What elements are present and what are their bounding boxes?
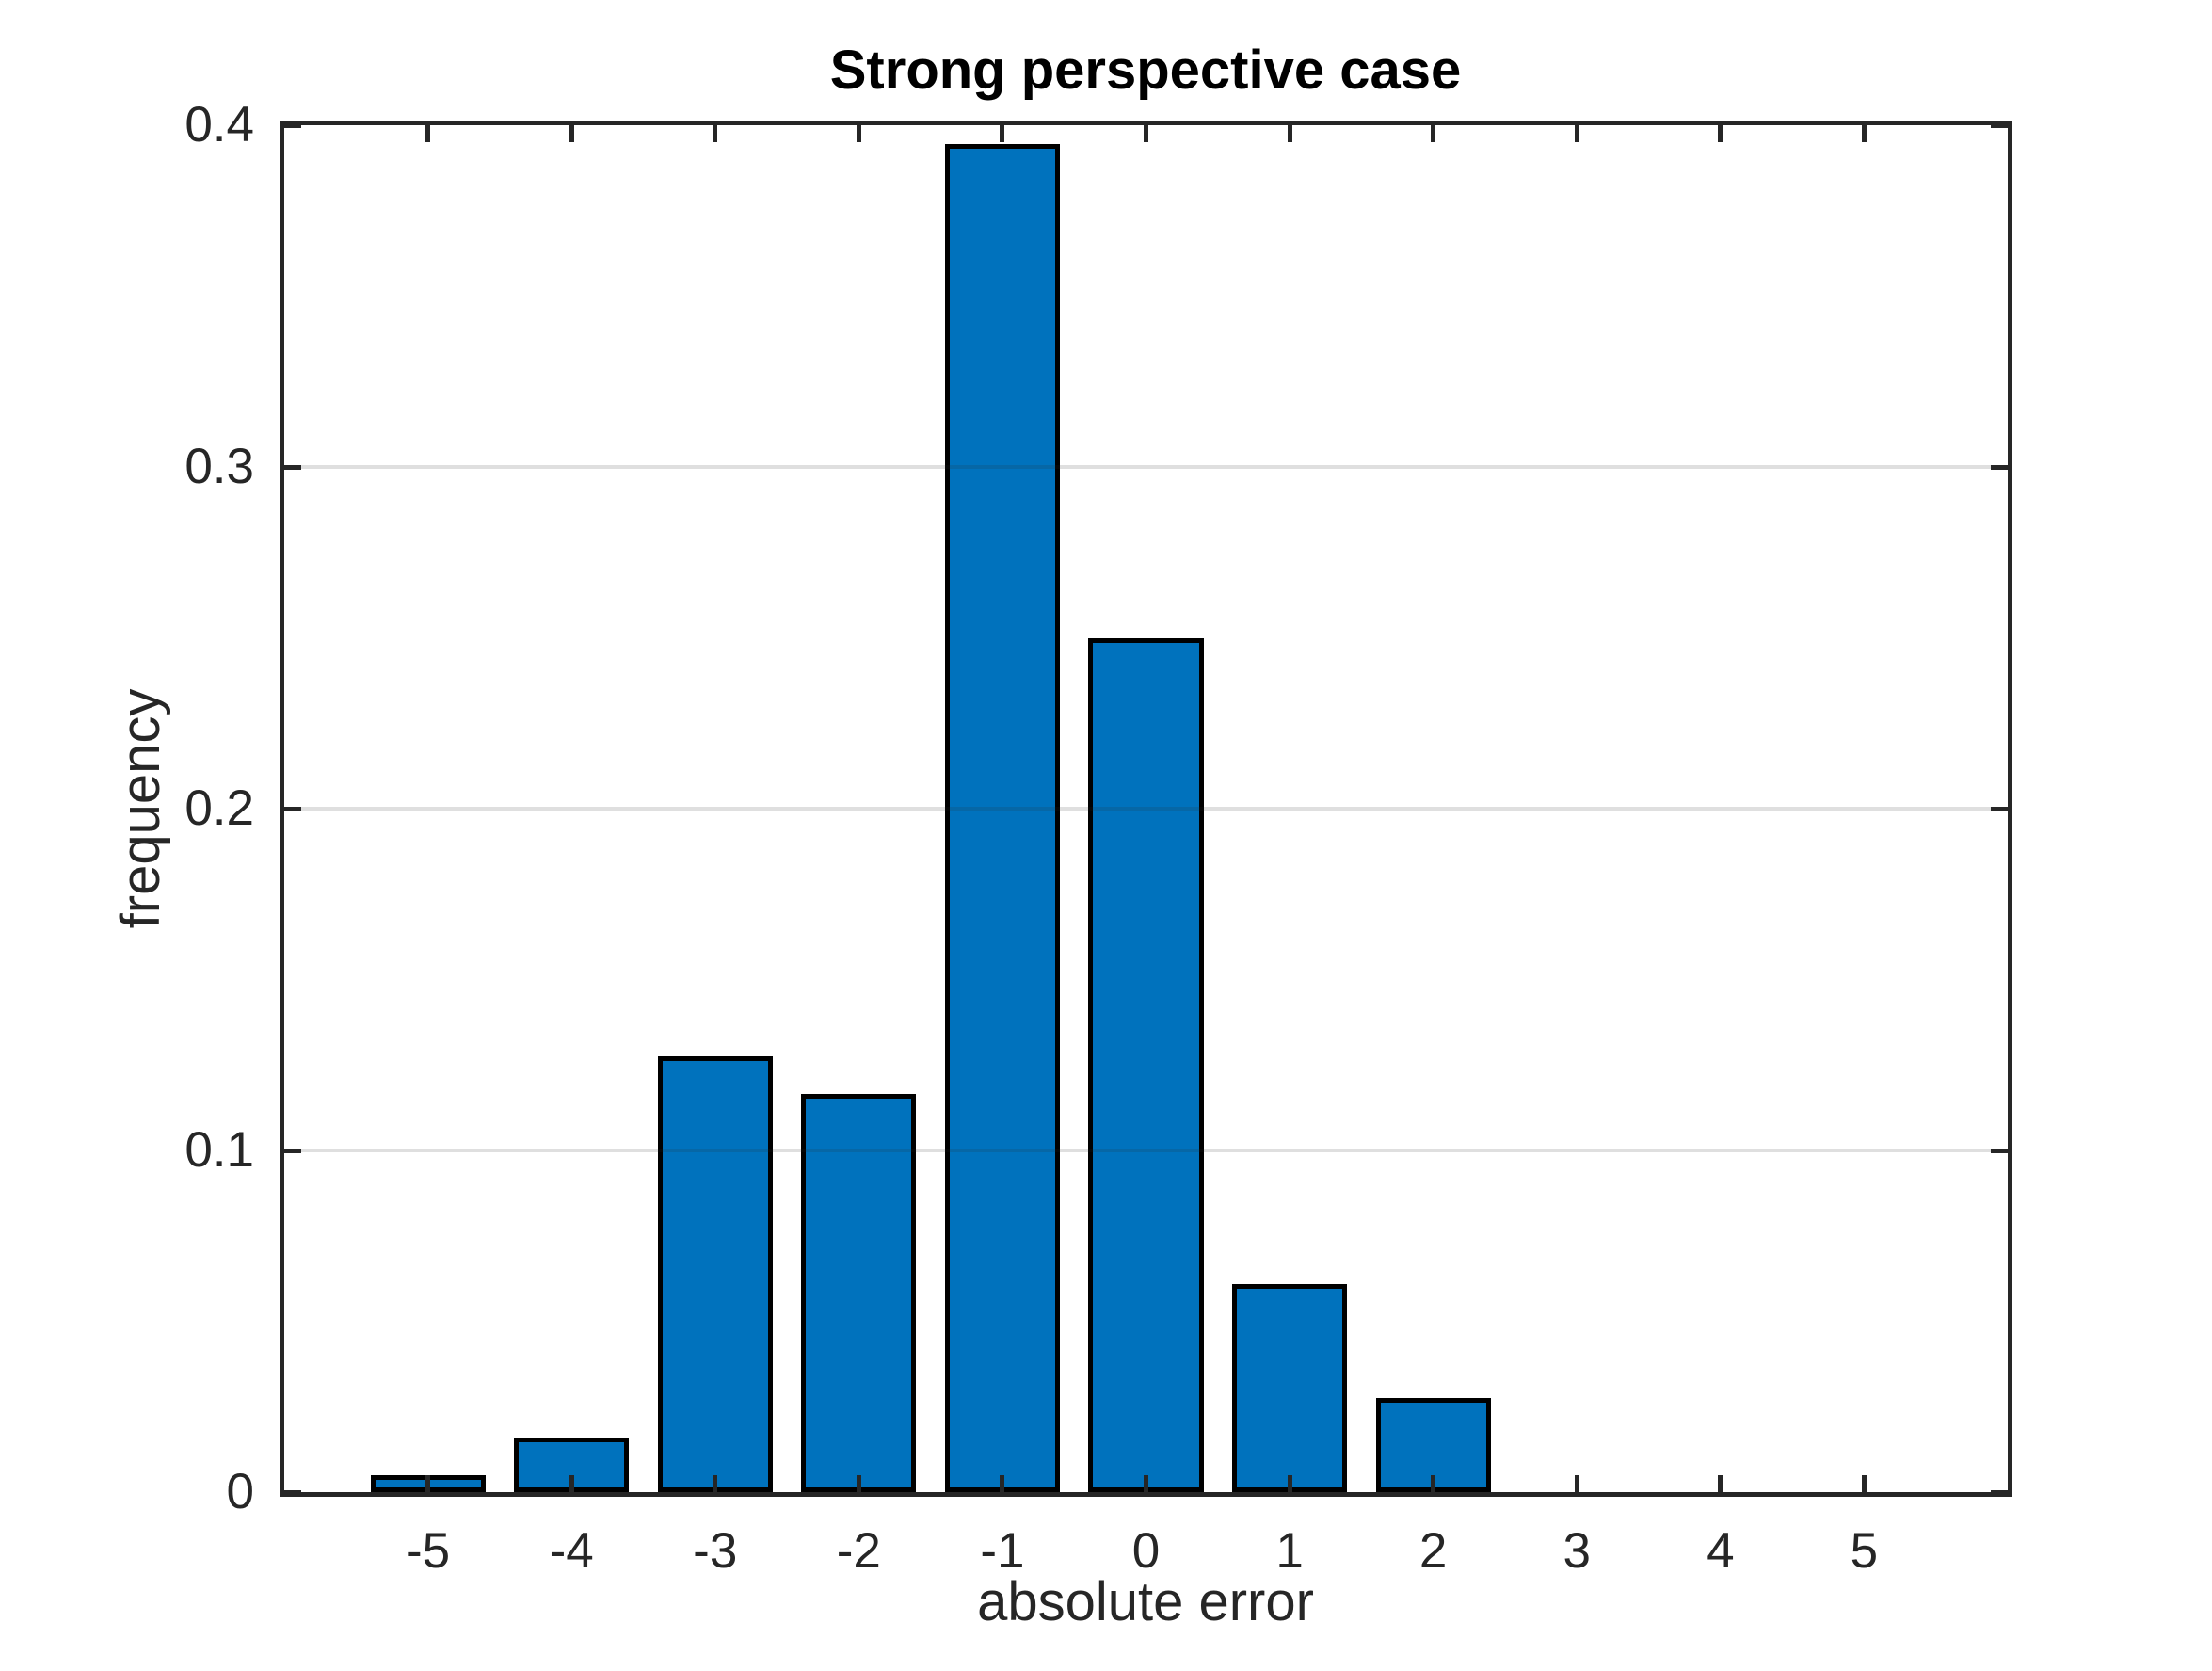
y-tick-mark-right <box>1991 464 2008 470</box>
y-tick-label: 0.1 <box>184 1122 254 1178</box>
y-gridline <box>284 465 2008 469</box>
x-tick-label: 0 <box>1131 1523 1161 1579</box>
x-tick-mark-bottom <box>856 1475 861 1492</box>
x-tick-mark-top <box>1287 125 1292 142</box>
y-tick-label: 0.4 <box>184 97 254 153</box>
x-tick-mark-top <box>1574 125 1579 142</box>
plot-inner <box>284 122 2008 1495</box>
y-tick-mark-right <box>1991 1148 2008 1153</box>
y-tick-mark-left <box>284 122 301 128</box>
x-tick-mark-bottom <box>1144 1475 1148 1492</box>
x-tick-mark-bottom <box>425 1475 431 1492</box>
x-tick-mark-bottom <box>1431 1475 1436 1492</box>
x-tick-label: 2 <box>1419 1523 1448 1579</box>
bar <box>944 143 1060 1492</box>
x-tick-mark-bottom <box>1861 1475 1867 1492</box>
y-tick-label: 0 <box>226 1464 254 1519</box>
bar <box>657 1056 773 1492</box>
y-tick-mark-left <box>284 1489 301 1495</box>
chart-title: Strong perspective case <box>829 40 1462 101</box>
x-tick-mark-top <box>425 125 431 142</box>
y-tick-mark-left <box>284 1148 301 1153</box>
y-tick-label: 0.3 <box>184 439 254 494</box>
x-tick-label: -2 <box>836 1523 881 1579</box>
x-tick-mark-top <box>856 125 861 142</box>
x-tick-label: 1 <box>1275 1523 1304 1579</box>
x-tick-mark-bottom <box>1574 1475 1579 1492</box>
x-tick-label: 4 <box>1707 1523 1735 1579</box>
x-tick-label: -5 <box>406 1523 451 1579</box>
bar <box>1088 637 1204 1492</box>
x-tick-label: -1 <box>980 1523 1025 1579</box>
y-gridline <box>284 807 2008 811</box>
y-tick-label: 0.2 <box>184 780 254 836</box>
x-tick-mark-top <box>1718 125 1723 142</box>
y-tick-mark-left <box>284 806 301 811</box>
x-tick-mark-top <box>569 125 574 142</box>
x-tick-mark-bottom <box>1718 1475 1723 1492</box>
x-tick-label: 5 <box>1850 1523 1879 1579</box>
x-tick-mark-top <box>1861 125 1867 142</box>
x-axis-label: absolute error <box>977 1571 1314 1632</box>
x-tick-mark-bottom <box>569 1475 574 1492</box>
y-tick-mark-right <box>1991 122 2008 128</box>
y-tick-mark-right <box>1991 806 2008 811</box>
x-tick-label: -4 <box>549 1523 594 1579</box>
x-tick-mark-top <box>1431 125 1436 142</box>
x-tick-mark-bottom <box>1287 1475 1292 1492</box>
bar <box>801 1094 917 1492</box>
x-tick-label: 3 <box>1563 1523 1591 1579</box>
bar <box>514 1437 630 1492</box>
plot-area <box>280 121 2012 1497</box>
x-tick-mark-bottom <box>1000 1475 1005 1492</box>
y-gridline <box>284 1149 2008 1152</box>
y-axis-label: frequency <box>110 688 171 929</box>
x-tick-label: -3 <box>693 1523 738 1579</box>
x-tick-mark-bottom <box>713 1475 718 1492</box>
x-tick-mark-top <box>1144 125 1148 142</box>
x-tick-mark-top <box>1000 125 1005 142</box>
y-tick-mark-right <box>1991 1489 2008 1495</box>
bar <box>1232 1283 1348 1492</box>
x-tick-mark-top <box>713 125 718 142</box>
y-tick-mark-left <box>284 464 301 470</box>
